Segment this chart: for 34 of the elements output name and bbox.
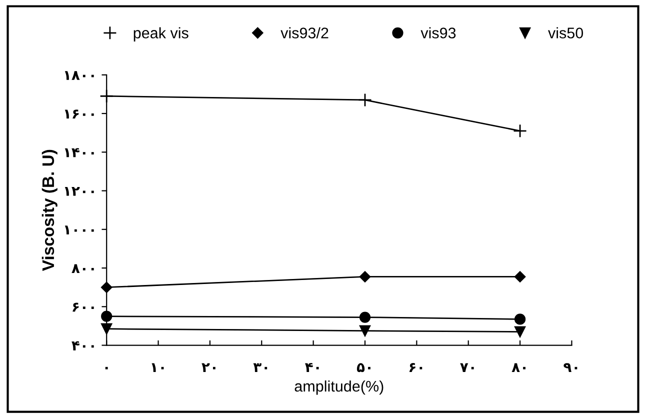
legend-label: vis93/2 [280,27,328,38]
y-tick-label: ۱۴۰۰ [64,148,94,158]
x-tick-label: ۰ [105,366,108,370]
legend-label: peak vis [134,27,188,42]
legend-label: vis93 [420,27,456,38]
point [358,93,372,107]
point [514,326,526,338]
point [359,312,371,323]
x-tick-label: ۶۰ [409,363,422,372]
x-tick-label: ۲۰ [202,363,216,372]
y-tick-label: ۸۰۰ [72,264,94,274]
point [101,310,112,322]
y-tick-label: ۴۰۰ [72,341,94,350]
x-tick-label: ۵۰ [356,363,370,372]
y-tick-label: ۶۰۰ [72,302,94,312]
point [513,124,527,138]
y-tick-label: ۱۰۰۰ [64,226,94,234]
x-tick-label: ۳۰ [253,363,268,372]
y-axis-title: Viscosity (B. U) [42,150,58,271]
y-tick-label: ۱۶۰۰ [64,110,94,119]
x-tick-label: ۹۰ [564,363,578,372]
legend-label: vis50 [548,27,584,38]
y-tick-label: ۱۲۰۰ [64,186,94,196]
x-axis-title: amplitude(%) [294,380,384,395]
x-tick-label: ۸۰ [512,363,526,372]
x-tick-label: ۷۰ [460,363,474,372]
x-tick-label: ۱۰ [152,363,164,372]
y-tick-label: ۱۸۰۰ [64,71,94,80]
point [359,325,371,336]
point [514,271,526,282]
x-tick-label: ۴۰ [305,362,319,372]
point [514,314,526,325]
point [359,271,371,282]
point [100,89,114,104]
